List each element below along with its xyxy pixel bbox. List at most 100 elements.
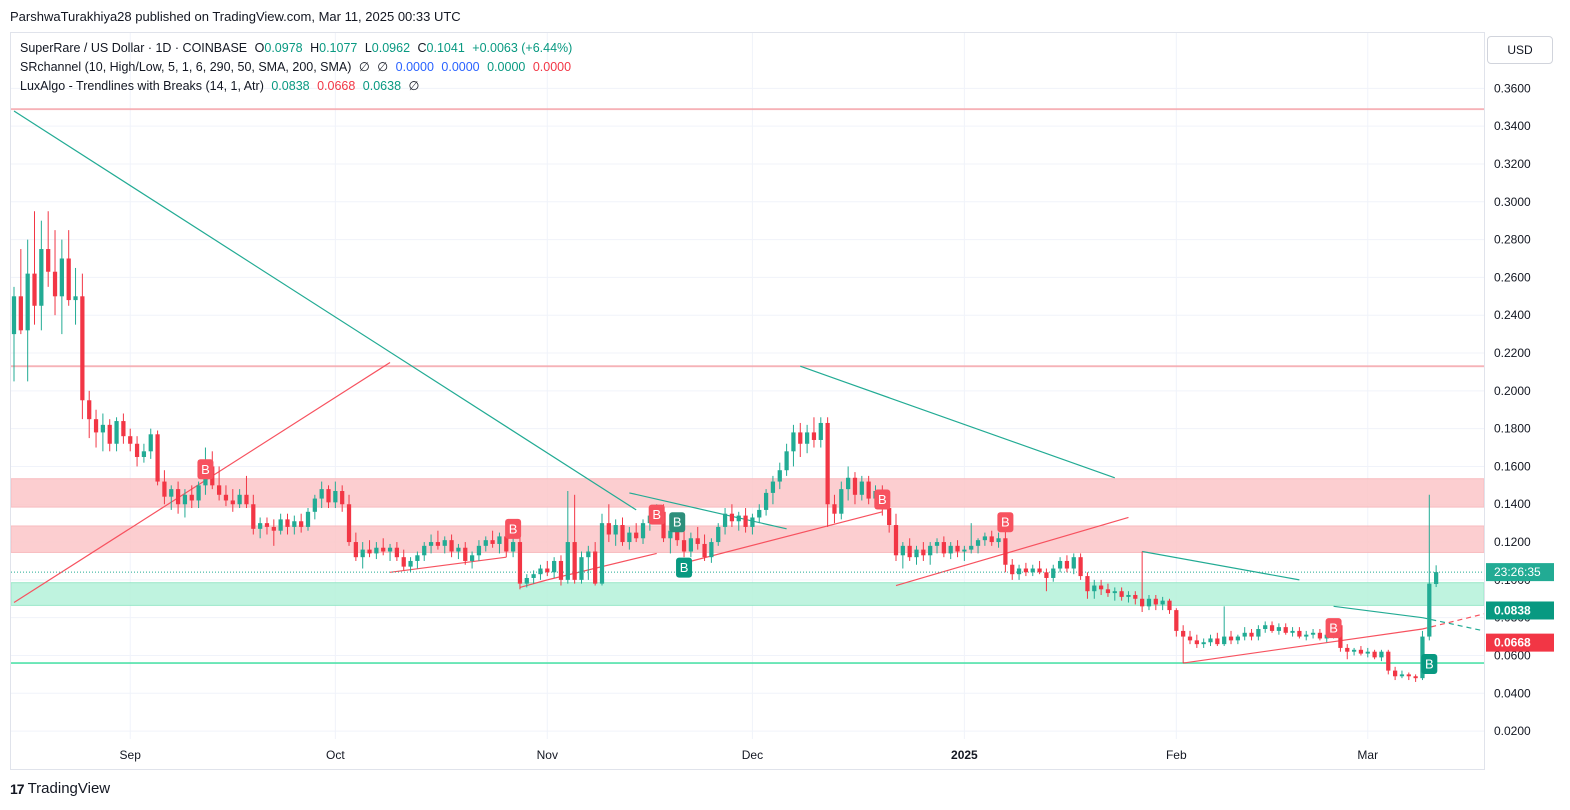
candle-body xyxy=(852,477,858,495)
publisher-text: ParshwaTurakhiya28 published on TradingV… xyxy=(10,9,461,24)
candle-body xyxy=(969,545,974,550)
candle-body xyxy=(1030,568,1035,573)
price-axis-tick-label: 0.1200 xyxy=(1494,535,1531,549)
legend-symbol[interactable]: SuperRare / US Dollar · 1D · COINBASE xyxy=(20,41,248,55)
trendline-down xyxy=(1142,550,1300,581)
resistance-zone xyxy=(11,525,1484,553)
candle-body xyxy=(982,536,988,541)
candle-body xyxy=(558,560,564,580)
price-axis-tick-label: 0.0600 xyxy=(1494,648,1531,662)
legend-luxalgo-row: LuxAlgo - Trendlines with Breaks (14, 1,… xyxy=(20,77,576,96)
candle-body xyxy=(996,538,1001,543)
price-axis-tick-label: 0.2200 xyxy=(1494,346,1531,360)
legend-high-label: H xyxy=(310,41,320,55)
tradingview-logo-icon: 17 xyxy=(10,780,25,797)
srchannel-name[interactable]: SRchannel (10, High/Low, 5, 1, 6, 290, 5… xyxy=(20,60,352,74)
candle-body xyxy=(599,523,605,584)
candle-body xyxy=(326,489,331,503)
candle-body xyxy=(1215,638,1220,645)
price-axis-marker-label: 0.0838 xyxy=(1494,603,1531,617)
candle-body xyxy=(408,560,413,567)
candle-body xyxy=(702,543,707,558)
srchannel-value-3: 0.0000 xyxy=(487,60,526,74)
candle-body xyxy=(93,419,99,433)
candle-body xyxy=(1057,560,1063,569)
candle-body xyxy=(169,489,174,497)
candle-body xyxy=(736,515,741,522)
candle-body xyxy=(1146,598,1152,607)
candle-body xyxy=(825,422,830,505)
break-label-badge xyxy=(669,512,686,533)
price-axis-tick-label: 0.1400 xyxy=(1494,497,1531,511)
candle-body xyxy=(114,421,119,444)
price-axis-tick-label: 0.0400 xyxy=(1494,686,1531,700)
candle-body xyxy=(1392,670,1398,677)
candle-body xyxy=(1297,630,1302,637)
trendline-down xyxy=(1422,617,1484,632)
candle-body xyxy=(634,532,639,539)
candle-body xyxy=(449,540,454,552)
candle-body xyxy=(763,492,769,510)
candle-body xyxy=(798,432,803,444)
candle-body xyxy=(716,526,721,543)
chart-frame xyxy=(10,32,1485,770)
candle-body xyxy=(428,542,434,546)
candle-body xyxy=(565,542,570,580)
candle-body xyxy=(59,258,64,297)
candle-body xyxy=(333,491,338,503)
candle-body xyxy=(1351,649,1357,652)
candle-body xyxy=(87,400,92,420)
srchannel-value-1: 0.0000 xyxy=(395,60,434,74)
candle-body xyxy=(839,489,844,514)
candle-body xyxy=(1365,651,1370,654)
candle-body xyxy=(784,451,789,471)
candle-body xyxy=(155,434,160,482)
legend-open: 0.0978 xyxy=(264,41,303,55)
candle-body xyxy=(387,547,393,552)
legend-close: 0.1041 xyxy=(426,41,465,55)
candle-body xyxy=(299,521,304,527)
candle-body xyxy=(1119,591,1124,597)
break-label-badge xyxy=(197,459,214,480)
trendline-up xyxy=(895,516,1129,587)
candle-body xyxy=(1434,572,1439,585)
candle-body xyxy=(887,508,892,526)
candle-body xyxy=(1386,651,1391,671)
luxalgo-name[interactable]: LuxAlgo - Trendlines with Breaks (14, 1,… xyxy=(20,79,264,93)
currency-button[interactable]: USD xyxy=(1487,36,1553,64)
candle-body xyxy=(175,489,181,505)
candle-body xyxy=(907,545,912,558)
candle-body xyxy=(1269,625,1275,631)
candle-body xyxy=(353,542,358,558)
candle-body xyxy=(148,434,153,452)
footer-brand[interactable]: 17 TradingView xyxy=(10,780,110,797)
price-axis-tick-label: 0.1800 xyxy=(1494,422,1531,436)
candle-body xyxy=(244,494,249,505)
candle-body xyxy=(921,549,926,556)
candle-body xyxy=(196,485,201,501)
candle-body xyxy=(804,432,810,444)
candle-body xyxy=(319,489,324,499)
break-label-badge xyxy=(1421,653,1438,674)
candle-body xyxy=(1098,585,1104,590)
candle-body xyxy=(258,523,263,529)
candle-body xyxy=(900,545,905,556)
candle-body xyxy=(1167,600,1172,611)
candle-body xyxy=(572,542,577,580)
legend-srchannel-row: SRchannel (10, High/Low, 5, 1, 6, 290, 5… xyxy=(20,58,576,77)
candle-body xyxy=(1276,627,1282,631)
candle-body xyxy=(381,547,386,552)
candle-body xyxy=(640,523,646,539)
resistance-zone xyxy=(11,478,1484,508)
candle-body xyxy=(415,555,420,561)
time-axis-tick-label: Dec xyxy=(742,748,763,762)
candle-body xyxy=(1208,638,1213,643)
candle-body xyxy=(770,481,776,493)
publisher-line: ParshwaTurakhiya28 published on TradingV… xyxy=(10,9,461,24)
candle-body xyxy=(1201,642,1206,645)
candle-body xyxy=(374,547,379,554)
candle-body xyxy=(1010,564,1015,575)
price-axis-marker xyxy=(1486,563,1554,582)
